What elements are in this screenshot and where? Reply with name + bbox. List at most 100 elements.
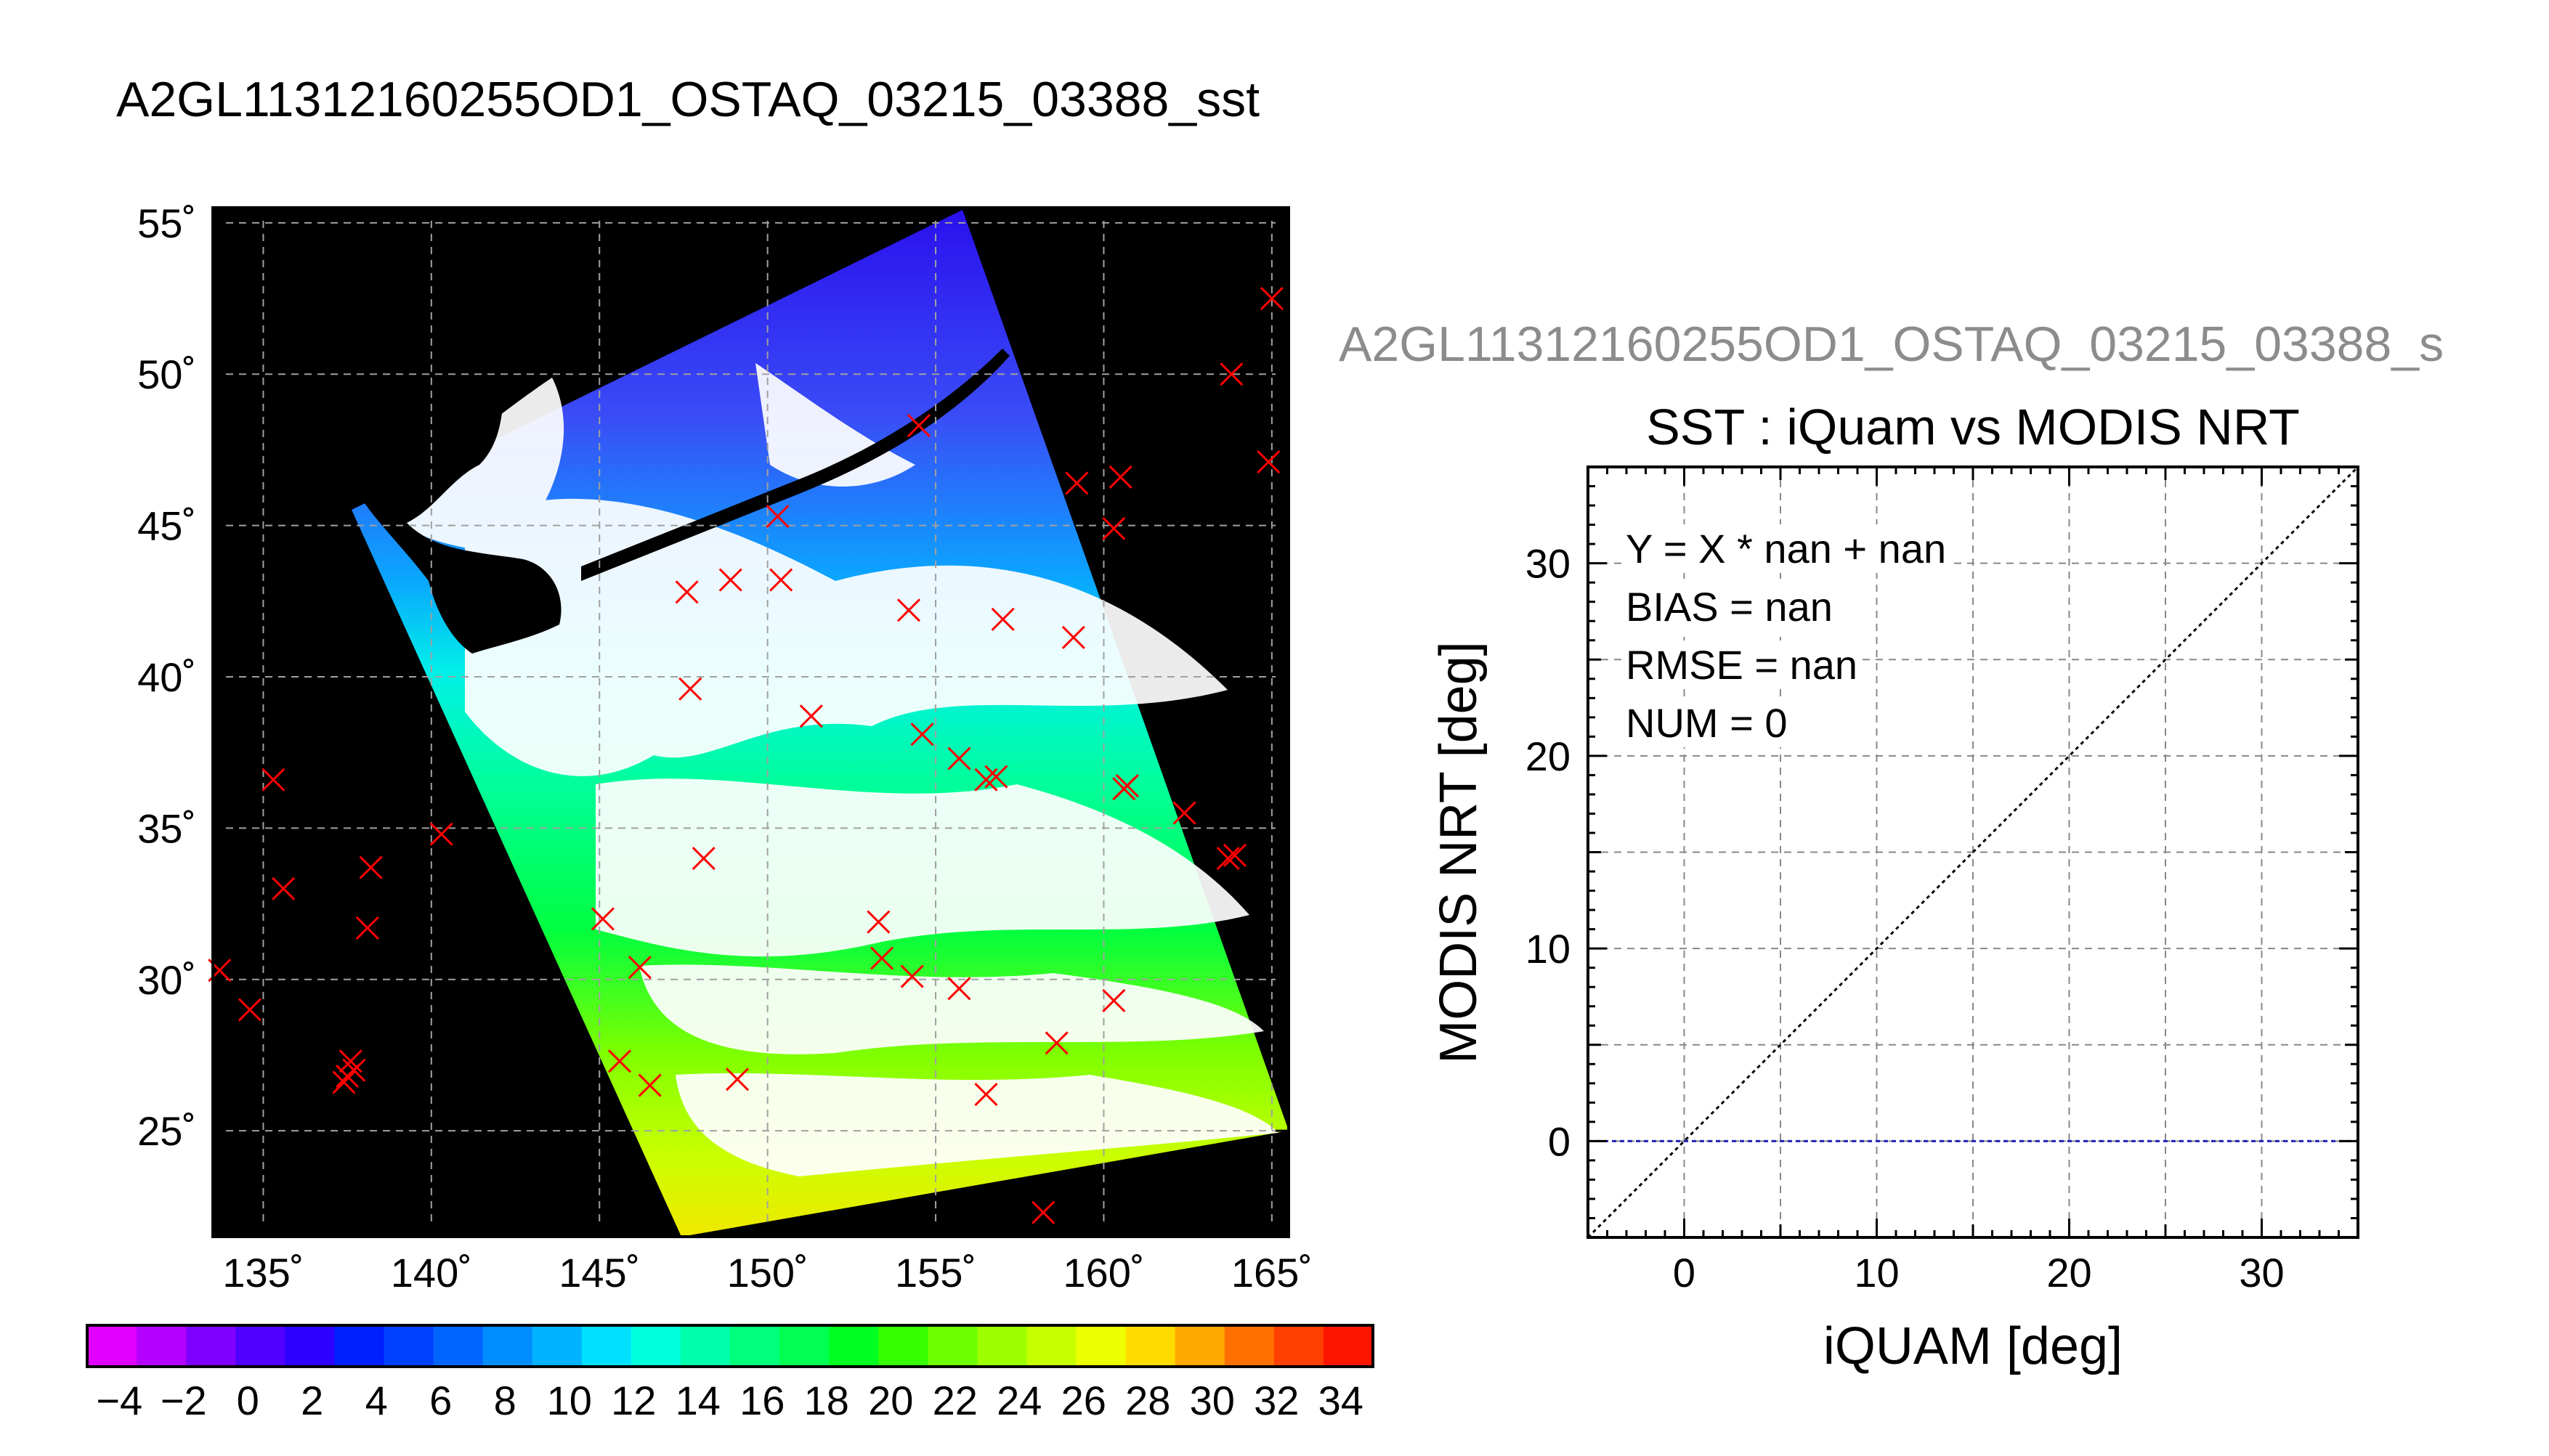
stats-background bbox=[1621, 640, 1863, 689]
colorbar-tick-label: 32 bbox=[1254, 1378, 1299, 1423]
lat-tick-label: 50˚ bbox=[137, 351, 196, 397]
marker-stroke bbox=[238, 998, 262, 1022]
colorbar-cell bbox=[87, 1325, 137, 1367]
marker-stroke bbox=[332, 1070, 356, 1094]
marker-stroke bbox=[769, 568, 793, 592]
colorbar-cell bbox=[334, 1325, 384, 1367]
colorbar-tick-label: 2 bbox=[301, 1378, 323, 1423]
marker-stroke bbox=[1032, 1200, 1055, 1224]
colorbar-tick-label: 20 bbox=[868, 1378, 913, 1423]
lon-tick-label: 135˚ bbox=[222, 1250, 304, 1296]
colorbar-tick-label: 16 bbox=[739, 1378, 785, 1423]
scatter-ticks: 0 10 20 30 0 10 20 30 bbox=[1525, 467, 2358, 1296]
buoy-marker bbox=[638, 1073, 662, 1097]
colorbar-tick-label: 10 bbox=[547, 1378, 592, 1423]
buoy-marker bbox=[1109, 465, 1132, 489]
buoy-marker bbox=[692, 846, 716, 871]
colorbar-cell bbox=[730, 1325, 780, 1367]
colorbar-cell bbox=[1323, 1325, 1374, 1367]
scatter-ytick-label: 10 bbox=[1525, 926, 1571, 972]
colorbar-cell bbox=[482, 1325, 533, 1367]
buoy-marker bbox=[1260, 286, 1284, 311]
colorbar-cell bbox=[1273, 1325, 1324, 1367]
scatter-xtick-label: 0 bbox=[1673, 1250, 1695, 1296]
scatter-ytick-label: 20 bbox=[1525, 733, 1571, 779]
land-hokkaido-sakhalin bbox=[363, 261, 562, 654]
buoy-marker bbox=[238, 998, 262, 1022]
colorbar-cell bbox=[680, 1325, 731, 1367]
lon-tick-label: 160˚ bbox=[1063, 1250, 1144, 1296]
colorbar-tick-label: 34 bbox=[1318, 1378, 1363, 1423]
lat-tick-label: 55˚ bbox=[137, 200, 196, 246]
stats-line-2: BIAS = nan bbox=[1626, 584, 1833, 630]
colorbar-tick-label: −4 bbox=[96, 1378, 142, 1423]
buoy-marker bbox=[1045, 1031, 1069, 1055]
scatter-xlabel: iQUAM [deg] bbox=[1823, 1317, 2123, 1375]
colorbar-tick-label: 24 bbox=[997, 1378, 1042, 1423]
buoy-marker bbox=[907, 414, 931, 438]
buoy-marker bbox=[355, 916, 379, 940]
colorbar-cell bbox=[977, 1325, 1027, 1367]
marker-stroke bbox=[628, 956, 652, 980]
marker-stroke bbox=[725, 1067, 750, 1091]
colorbar-frame bbox=[86, 1324, 1374, 1368]
land-kamchatka bbox=[988, 210, 1111, 298]
colorbar-cell bbox=[581, 1325, 632, 1367]
colorbar-tick-label: 14 bbox=[676, 1378, 721, 1423]
buoy-marker bbox=[947, 747, 971, 770]
buoy-marker bbox=[910, 723, 934, 747]
buoy-marker bbox=[896, 598, 921, 622]
buoy-marker bbox=[675, 580, 699, 604]
marker-stroke bbox=[907, 414, 931, 438]
buoy-marker bbox=[1115, 773, 1139, 798]
colorbar-cell bbox=[384, 1325, 434, 1367]
scatter-title: SST : iQuam vs MODIS NRT bbox=[1646, 399, 2300, 455]
scatter-panel: SST : iQuam vs MODIS NRT 0 10 20 300102030 … bbox=[1430, 399, 2359, 1375]
buoy-marker bbox=[947, 977, 971, 1001]
colorbar-cell bbox=[433, 1325, 484, 1367]
colorbar-cell bbox=[235, 1325, 285, 1367]
colorbar-labels: −4 −2 0 2 4 6 8 10 12 14 16 18 20 22 24 26 28 30 32 34 bbox=[96, 1378, 1363, 1423]
marker-stroke bbox=[870, 946, 894, 970]
marker-stroke bbox=[1061, 625, 1085, 649]
colorbar-cell bbox=[285, 1325, 335, 1367]
buoy-marker bbox=[332, 1070, 356, 1094]
lat-tick-label: 45˚ bbox=[137, 503, 196, 549]
marker-stroke bbox=[1216, 846, 1240, 871]
map-ticks: 135˚ 140˚ 145˚ 150˚ 155˚ 160˚ 165˚ 25˚ 30˚ 35˚ 40˚… bbox=[137, 200, 1313, 1296]
buoy-marker bbox=[336, 1065, 360, 1089]
scatter-xtick-label: 30 bbox=[2239, 1250, 2284, 1296]
scatter-xtick-label: 20 bbox=[2046, 1250, 2091, 1296]
buoy-marker bbox=[429, 822, 453, 846]
marker-stroke bbox=[766, 505, 790, 529]
buoy-marker bbox=[870, 946, 894, 970]
map-frame bbox=[211, 206, 1290, 1238]
marker-stroke bbox=[718, 568, 742, 592]
marker-stroke bbox=[799, 704, 823, 728]
marker-stroke bbox=[991, 607, 1015, 631]
marker-stroke bbox=[1102, 988, 1126, 1012]
main-title: A2GL11312160255OD1_OSTAQ_03215_03388_sst bbox=[116, 72, 1260, 127]
marker-stroke bbox=[1115, 773, 1139, 798]
marker-stroke bbox=[355, 916, 379, 940]
scatter-ylabel: MODIS NRT [deg] bbox=[1430, 641, 1488, 1064]
marker-stroke bbox=[974, 1083, 998, 1107]
buoy-marker bbox=[1257, 450, 1281, 474]
marker-stroke bbox=[910, 723, 934, 747]
stats-box: Y = X * nan + nan BIAS = nan RMSE = nan … bbox=[1621, 524, 1951, 747]
marker-stroke bbox=[947, 977, 971, 1001]
colorbar-cell bbox=[829, 1325, 879, 1367]
buoy-marker bbox=[678, 677, 702, 701]
buoy-marker bbox=[628, 956, 652, 980]
marker-stroke bbox=[638, 1073, 662, 1097]
buoy-marker bbox=[272, 877, 296, 900]
lon-tick-label: 145˚ bbox=[559, 1250, 640, 1296]
marker-stroke bbox=[591, 907, 615, 931]
land-kurils bbox=[581, 349, 1010, 581]
marker-stroke bbox=[1172, 801, 1196, 825]
lon-tick-label: 165˚ bbox=[1231, 1250, 1313, 1296]
scatter-xtick-label: 10 bbox=[1854, 1250, 1899, 1296]
colorbar-tick-label: 18 bbox=[804, 1378, 849, 1423]
colorbar-cells bbox=[87, 1325, 1374, 1367]
